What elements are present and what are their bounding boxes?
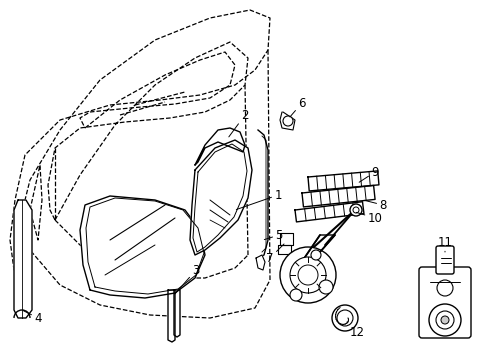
Text: 9: 9: [358, 166, 378, 182]
Circle shape: [435, 311, 453, 329]
Polygon shape: [302, 185, 374, 207]
Circle shape: [289, 289, 302, 301]
Text: 7: 7: [265, 244, 284, 265]
Circle shape: [297, 265, 317, 285]
Circle shape: [352, 207, 358, 213]
Text: 11: 11: [437, 235, 451, 252]
Polygon shape: [278, 245, 290, 254]
Polygon shape: [256, 255, 264, 270]
FancyBboxPatch shape: [435, 246, 453, 274]
Circle shape: [289, 257, 325, 293]
Text: 4: 4: [23, 311, 41, 324]
Circle shape: [440, 316, 448, 324]
Polygon shape: [280, 233, 292, 245]
Text: 2: 2: [228, 108, 248, 137]
Circle shape: [336, 310, 352, 326]
Polygon shape: [14, 200, 32, 318]
Circle shape: [318, 280, 332, 294]
Circle shape: [436, 280, 452, 296]
Text: 3: 3: [175, 264, 199, 294]
Polygon shape: [307, 171, 378, 191]
Text: 1: 1: [236, 189, 281, 210]
Text: 6: 6: [289, 96, 305, 117]
Circle shape: [283, 116, 292, 126]
Text: 8: 8: [364, 198, 386, 212]
Polygon shape: [168, 290, 175, 342]
Circle shape: [310, 250, 320, 260]
FancyBboxPatch shape: [418, 267, 470, 338]
Text: 12: 12: [346, 322, 364, 338]
Circle shape: [280, 247, 335, 303]
Circle shape: [428, 304, 460, 336]
Circle shape: [331, 305, 357, 331]
Text: 10: 10: [356, 212, 382, 225]
Polygon shape: [80, 196, 204, 298]
Polygon shape: [303, 235, 334, 260]
Polygon shape: [280, 112, 294, 130]
Text: 5: 5: [264, 229, 282, 242]
Circle shape: [349, 204, 361, 216]
Polygon shape: [195, 128, 244, 165]
Polygon shape: [190, 140, 251, 255]
Polygon shape: [294, 202, 363, 222]
Polygon shape: [174, 290, 180, 337]
